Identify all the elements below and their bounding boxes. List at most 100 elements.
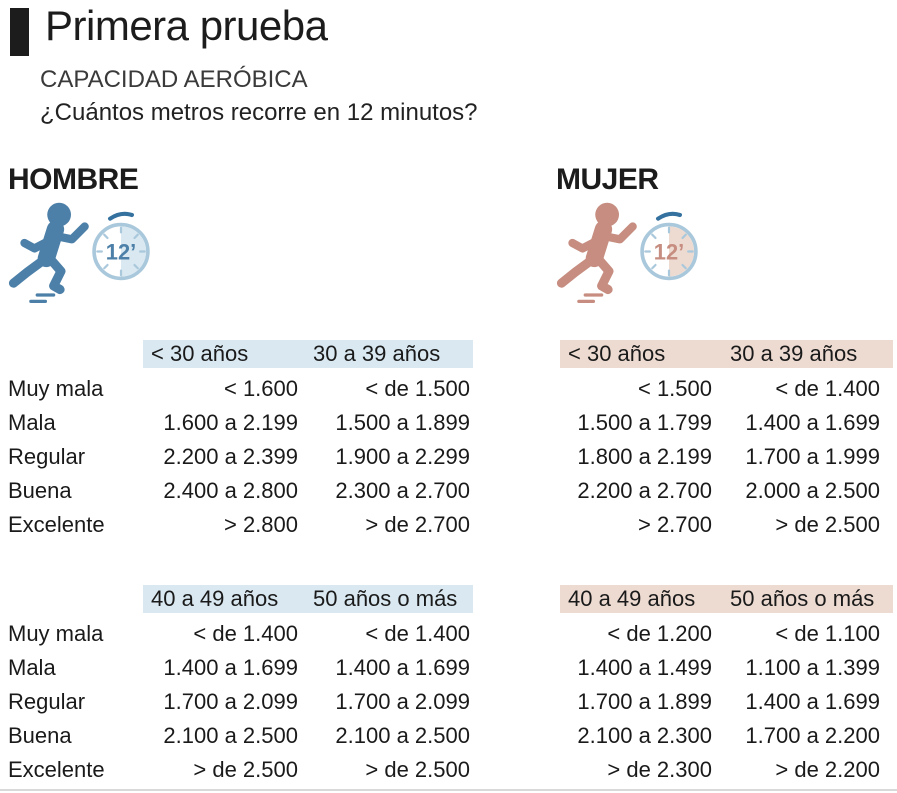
table-cell: 1.400 a 1.699 <box>745 689 880 714</box>
row-label: Mala <box>8 410 56 435</box>
hombre-figures: 12’ <box>8 200 152 306</box>
table-row: 2.100 a 2.500 2.100 a 2.500 <box>143 719 473 753</box>
row-label: Buena <box>8 723 72 748</box>
age-column-header: 50 años o más <box>730 586 875 611</box>
table-row: > 2.700 > de 2.500 <box>560 508 893 542</box>
table-cell: 2.200 a 2.700 <box>577 478 712 503</box>
table-cell: < de 1.200 <box>607 621 712 646</box>
table-row: 1.400 a 1.499 1.100 a 1.399 <box>560 651 893 685</box>
age-column-header: < 30 años <box>151 341 249 366</box>
table-cell: 1.400 a 1.699 <box>335 655 470 680</box>
table-row: > de 2.300 > de 2.200 <box>560 753 893 787</box>
table-cell: > de 2.200 <box>775 757 880 782</box>
table-row: 1.800 a 2.199 1.700 a 1.999 <box>560 440 893 474</box>
row-labels: Muy mala Mala Regular Buena Excelente <box>8 340 138 542</box>
table-cell: 2.100 a 2.500 <box>335 723 470 748</box>
table-cell: 1.700 a 2.099 <box>335 689 470 714</box>
table-cell: 1.100 a 1.399 <box>745 655 880 680</box>
age-column-header: 40 a 49 años <box>151 586 279 611</box>
table-cell: 1.700 a 2.200 <box>745 723 880 748</box>
mujer-table-under-40: < 30 años 30 a 39 años < 1.500 < de 1.40… <box>560 340 893 542</box>
row-label: Regular <box>8 444 86 469</box>
table-cell: > 2.800 <box>223 512 298 537</box>
page-subtitle: CAPACIDAD AERÓBICA <box>40 66 308 93</box>
table-cell: 2.100 a 2.300 <box>577 723 712 748</box>
table-row: 2.200 a 2.700 2.000 a 2.500 <box>560 474 893 508</box>
hombre-table-under-40: < 30 años 30 a 39 años < 1.600 < de 1.50… <box>143 340 473 542</box>
section-hombre: HOMBRE <box>8 163 152 306</box>
hombre-age-header-row: 40 a 49 años 50 años o más <box>143 585 473 613</box>
table-row: < de 1.400 < de 1.400 <box>143 617 473 651</box>
table-row: 1.400 a 1.699 1.400 a 1.699 <box>143 651 473 685</box>
table-cell: 1.600 a 2.199 <box>163 410 298 435</box>
age-column-header: 50 años o más <box>313 586 458 611</box>
table-cell: 1.500 a 1.799 <box>577 410 712 435</box>
hombre-table-over-40: 40 a 49 años 50 años o más < de 1.400 < … <box>143 585 473 787</box>
age-column-header: 40 a 49 años <box>568 586 696 611</box>
table-cell: 2.200 a 2.399 <box>163 444 298 469</box>
table-cell: < de 1.100 <box>775 621 880 646</box>
hombre-age-header-row: < 30 años 30 a 39 años <box>143 340 473 368</box>
page-question: ¿Cuántos metros recorre en 12 minutos? <box>40 99 478 126</box>
table-cell: > 2.700 <box>637 512 712 537</box>
row-label: Mala <box>8 655 56 680</box>
table-cell: 1.400 a 1.699 <box>745 410 880 435</box>
table-row: 1.600 a 2.199 1.500 a 1.899 <box>143 406 473 440</box>
table-cell: 1.900 a 2.299 <box>335 444 470 469</box>
male-runner-icon <box>8 202 89 303</box>
table-cell: > de 2.300 <box>607 757 712 782</box>
table-row: 2.200 a 2.399 1.900 a 2.299 <box>143 440 473 474</box>
table-cell: 1.700 a 1.999 <box>745 444 880 469</box>
table-row: 2.100 a 2.300 1.700 a 2.200 <box>560 719 893 753</box>
age-column-header: 30 a 39 años <box>313 341 441 366</box>
table-row: > 2.800 > de 2.700 <box>143 508 473 542</box>
mujer-age-header-row: 40 a 49 años 50 años o más <box>560 585 893 613</box>
mujer-age-header-row: < 30 años 30 a 39 años <box>560 340 893 368</box>
table-cell: 2.300 a 2.700 <box>335 478 470 503</box>
row-label: Excelente <box>8 512 105 537</box>
table-row: < 1.500 < de 1.400 <box>560 372 893 406</box>
age-column-header: 30 a 39 años <box>730 341 858 366</box>
row-label: Regular <box>8 689 86 714</box>
stopwatch-minutes-label: 12’ <box>654 240 684 265</box>
table-row: 1.700 a 1.899 1.400 a 1.699 <box>560 685 893 719</box>
table-cell: > de 2.500 <box>775 512 880 537</box>
stopwatch-minutes-label: 12’ <box>106 240 136 265</box>
table-row: 1.500 a 1.799 1.400 a 1.699 <box>560 406 893 440</box>
table-cell: > de 2.700 <box>365 512 470 537</box>
table-cell: < de 1.400 <box>193 621 298 646</box>
hombre-title: HOMBRE <box>8 163 139 196</box>
row-label: Muy mala <box>8 376 104 401</box>
table-cell: 1.800 a 2.199 <box>577 444 712 469</box>
page-title: Primera prueba <box>45 2 328 49</box>
table-row: 1.700 a 2.099 1.700 a 2.099 <box>143 685 473 719</box>
mujer-table-over-40: 40 a 49 años 50 años o más < de 1.200 < … <box>560 585 893 787</box>
row-label: Buena <box>8 478 72 503</box>
female-stopwatch-icon: 12’ <box>640 211 698 281</box>
table-cell: 1.700 a 1.899 <box>577 689 712 714</box>
table-row: < 1.600 < de 1.500 <box>143 372 473 406</box>
table-cell: > de 2.500 <box>193 757 298 782</box>
table-cell: 2.100 a 2.500 <box>163 723 298 748</box>
table-cell: < de 1.500 <box>365 376 470 401</box>
table-cell: > de 2.500 <box>365 757 470 782</box>
table-cell: < de 1.400 <box>365 621 470 646</box>
table-cell: < 1.500 <box>637 376 712 401</box>
table-cell: 1.400 a 1.499 <box>577 655 712 680</box>
mujer-figures: 12’ <box>556 200 700 306</box>
table-cell: 1.500 a 1.899 <box>335 410 470 435</box>
table-cell: < 1.600 <box>223 376 298 401</box>
mujer-title: MUJER <box>556 163 659 196</box>
age-column-header: < 30 años <box>568 341 666 366</box>
title-bar-marker <box>10 8 29 56</box>
table-cell: 2.400 a 2.800 <box>163 478 298 503</box>
section-mujer: MUJER <box>556 163 700 306</box>
table-cell: < de 1.400 <box>775 376 880 401</box>
table-row: < de 1.200 < de 1.100 <box>560 617 893 651</box>
row-label: Excelente <box>8 757 105 782</box>
table-cell: 1.400 a 1.699 <box>163 655 298 680</box>
row-label: Muy mala <box>8 621 104 646</box>
bottom-divider <box>0 789 897 791</box>
row-labels: Muy mala Mala Regular Buena Excelente <box>8 585 138 787</box>
female-runner-icon <box>556 202 637 303</box>
